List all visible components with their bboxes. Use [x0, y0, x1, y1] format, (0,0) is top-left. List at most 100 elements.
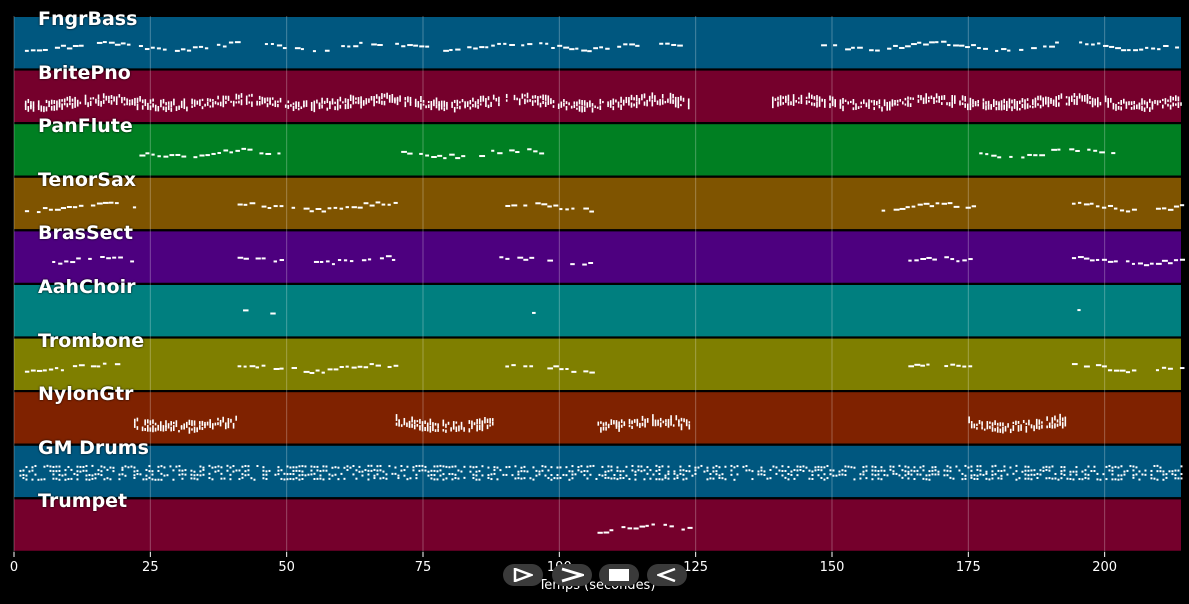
note	[58, 262, 63, 265]
note	[341, 45, 345, 48]
note	[473, 422, 476, 426]
note	[951, 101, 954, 108]
note	[1139, 48, 1144, 51]
note	[157, 424, 159, 431]
note	[136, 426, 139, 430]
note	[37, 478, 40, 481]
note	[631, 469, 634, 472]
note	[505, 93, 508, 99]
note	[623, 43, 628, 46]
note	[757, 470, 760, 473]
note	[526, 99, 529, 103]
note	[162, 425, 165, 432]
note	[1130, 101, 1133, 106]
note	[114, 363, 121, 366]
note	[209, 105, 212, 108]
note	[459, 101, 461, 104]
note	[261, 98, 264, 105]
note	[1032, 106, 1034, 109]
note	[499, 469, 502, 472]
stop-icon	[609, 569, 629, 581]
note	[1096, 478, 1099, 481]
note	[206, 101, 209, 106]
note	[170, 426, 172, 432]
note	[241, 476, 244, 479]
note	[877, 477, 880, 480]
note	[839, 99, 842, 106]
note	[677, 101, 680, 109]
note	[373, 99, 375, 107]
note	[552, 100, 555, 104]
note	[1149, 107, 1151, 112]
note	[424, 469, 427, 472]
note	[616, 469, 619, 472]
note	[167, 423, 170, 429]
note	[109, 466, 112, 469]
note	[419, 418, 421, 424]
note	[934, 473, 937, 476]
note	[680, 417, 683, 422]
note	[334, 473, 337, 476]
note	[1113, 207, 1118, 210]
note	[965, 206, 971, 209]
note	[36, 211, 41, 214]
stop-button[interactable]	[599, 564, 639, 586]
note	[1071, 363, 1078, 366]
note	[1055, 41, 1059, 44]
note	[478, 418, 481, 425]
note	[628, 478, 631, 481]
note	[972, 104, 974, 108]
note	[871, 465, 874, 468]
play-button[interactable]	[552, 564, 592, 586]
note	[805, 466, 808, 469]
note	[76, 478, 79, 481]
note	[183, 423, 185, 429]
note	[241, 465, 244, 468]
note	[485, 100, 487, 107]
note	[956, 364, 961, 367]
note	[655, 464, 658, 467]
note	[430, 469, 433, 472]
note	[775, 466, 778, 469]
note	[1037, 95, 1039, 101]
note	[413, 424, 416, 430]
note	[165, 102, 167, 106]
note	[481, 465, 484, 468]
note	[968, 258, 973, 261]
note	[414, 98, 417, 104]
note	[112, 470, 115, 473]
note	[79, 465, 82, 468]
note	[266, 97, 269, 102]
note	[443, 100, 446, 107]
note	[1057, 478, 1060, 481]
note	[183, 427, 185, 430]
note	[429, 418, 432, 426]
note	[261, 257, 266, 260]
note	[286, 465, 289, 468]
note	[328, 477, 331, 480]
note	[987, 100, 990, 106]
note	[912, 97, 915, 100]
note	[370, 469, 373, 472]
note	[976, 468, 979, 471]
note	[925, 97, 928, 104]
note	[1077, 201, 1082, 204]
note	[208, 476, 211, 479]
note	[1151, 104, 1154, 110]
note	[1008, 98, 1011, 105]
note	[60, 207, 67, 210]
note	[310, 465, 313, 468]
note	[433, 465, 436, 468]
note	[58, 465, 61, 468]
note	[323, 100, 326, 104]
note	[563, 102, 565, 107]
rewind-button[interactable]	[647, 564, 687, 586]
note	[658, 472, 661, 475]
note	[340, 472, 343, 475]
note	[66, 205, 72, 208]
note	[367, 478, 370, 481]
note	[136, 417, 139, 422]
note	[514, 465, 517, 468]
note	[334, 101, 336, 104]
play-outline-button[interactable]	[503, 564, 543, 586]
